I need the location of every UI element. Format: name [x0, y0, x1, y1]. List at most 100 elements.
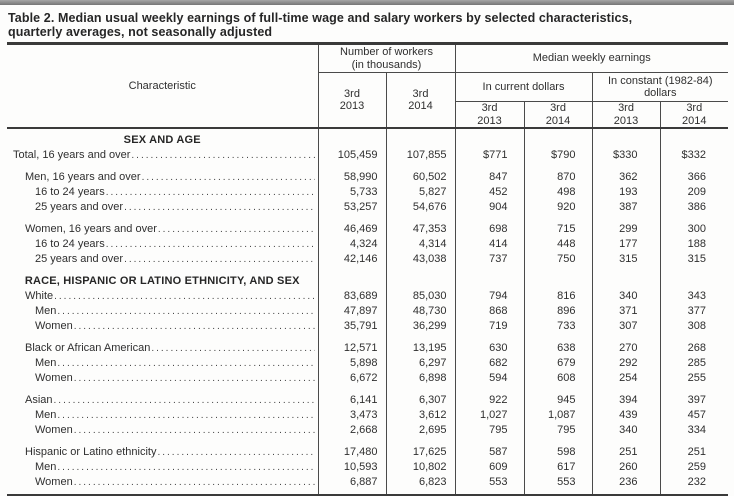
cell-constant-2013: 371 [592, 304, 661, 319]
cell-constant-2014: $332 [681, 149, 707, 161]
leader-dots: ........................................… [105, 187, 315, 198]
cell-constant-2014: 188 [687, 238, 707, 250]
leader-dots: ........................................… [157, 447, 315, 458]
cell-constant-2014: 366 [687, 171, 707, 183]
cell-workers-2014: 47,353 [386, 215, 456, 237]
row-label: Men.....................................… [7, 304, 319, 319]
cell-current-2014: 498 [524, 185, 593, 200]
leader-dots: ........................................… [105, 239, 315, 250]
cell-current-2014: 715 [524, 215, 593, 237]
cell-workers-2014: 36,299 [386, 319, 456, 334]
earnings-table: Characteristic Number of workers (in tho… [7, 42, 729, 496]
cell-constant-2013: 260 [592, 460, 661, 475]
table-row: Men, 16 years and over..................… [7, 163, 728, 185]
cell-current-2014 [524, 267, 593, 289]
leader-dots: ........................................… [124, 202, 314, 213]
cell-constant-2014: 232 [687, 476, 707, 488]
column-header-current-3rd-2014: 3rd 2014 [524, 101, 593, 129]
cell-current-2013: 868 [455, 304, 525, 319]
cell-constant-2014: 259 [687, 461, 707, 473]
leader-dots: ........................................… [157, 224, 315, 235]
table-title-line2: quarterly averages, not seasonally adjus… [8, 25, 273, 39]
cell-current-2013: 795 [455, 423, 525, 438]
cell-current-2013: 630 [455, 334, 525, 356]
cell-workers-2013: 42,146 [318, 252, 387, 267]
cell-current-2014: 896 [524, 304, 593, 319]
cell-current-2014: 638 [524, 334, 593, 356]
leader-dots: ........................................… [151, 343, 314, 354]
cell-current-2013: 904 [455, 200, 525, 215]
row-label: Hispanic or Latino ethnicity............… [7, 438, 319, 460]
cell-constant-2014: 397 [687, 394, 707, 406]
cell-constant-2013: 307 [592, 319, 661, 334]
row-label: Women...................................… [7, 475, 319, 495]
table-row: 16 to 24 years..........................… [7, 185, 728, 200]
leader-dots: ........................................… [73, 373, 315, 384]
cell-current-2014: 679 [524, 356, 593, 371]
cell-workers-2014: 54,676 [386, 200, 456, 215]
cell-constant-2013: 340 [592, 289, 661, 304]
cell-workers-2013: 17,480 [318, 438, 387, 460]
leader-dots: ........................................… [73, 477, 315, 488]
table-row: Men.....................................… [7, 408, 728, 423]
cell-current-2013: 922 [455, 386, 525, 408]
cell-current-2013: 587 [455, 438, 525, 460]
cell-current-2013: 609 [455, 460, 525, 475]
cell-current-2014: 870 [524, 163, 593, 185]
cell-constant-2013: 315 [592, 252, 661, 267]
cell-current-2014: $790 [524, 148, 593, 163]
cell-current-2013: 794 [455, 289, 525, 304]
cell-constant-2013: 439 [592, 408, 661, 423]
cell-current-2013: 847 [455, 163, 525, 185]
cell-constant-2013: 251 [592, 438, 661, 460]
cell-workers-2014 [386, 128, 456, 148]
cell-workers-2013: 12,571 [318, 334, 387, 356]
column-header-current-3rd-2013: 3rd 2013 [455, 101, 525, 129]
cell-workers-2013: 4,324 [318, 237, 387, 252]
table-row: Women...................................… [7, 371, 728, 386]
cell-constant-2013: 254 [592, 371, 661, 386]
row-label: Men.....................................… [7, 408, 319, 423]
cell-constant-2014: 255 [687, 372, 707, 384]
cell-workers-2014: 85,030 [386, 289, 456, 304]
cell-constant-2013: 387 [592, 200, 661, 215]
cell-workers-2013 [318, 267, 387, 289]
cell-workers-2014: 6,823 [386, 475, 456, 495]
cell-workers-2013 [318, 128, 387, 148]
section-header: SEX AND AGE [7, 128, 319, 148]
row-label: Women, 16 years and over................… [7, 215, 319, 237]
cell-constant-2014: 251 [687, 446, 707, 458]
cell-workers-2014: 3,612 [386, 408, 456, 423]
table-row: Men.....................................… [7, 356, 728, 371]
table-body: SEX AND AGE Total, 16 years and over.....… [7, 128, 728, 495]
cell-workers-2013: 2,668 [318, 423, 387, 438]
table-row: Women...................................… [7, 319, 728, 334]
cell-workers-2013: 10,593 [318, 460, 387, 475]
cell-current-2014: 920 [524, 200, 593, 215]
cell-current-2013: 1,027 [455, 408, 525, 423]
cell-current-2014: 553 [524, 475, 593, 495]
cell-current-2013: 698 [455, 215, 525, 237]
cell-current-2014: 816 [524, 289, 593, 304]
cell-workers-2013: 6,887 [318, 475, 387, 495]
cell-current-2014: 608 [524, 371, 593, 386]
cell-constant-2013 [592, 128, 661, 148]
section-row: SEX AND AGE [7, 128, 728, 148]
cell-constant-2014: 377 [687, 305, 707, 317]
row-label: Women...................................… [7, 423, 319, 438]
section-row: RACE, HISPANIC OR LATINO ETHNICITY, AND … [7, 267, 728, 289]
cell-constant-2013: 193 [592, 185, 661, 200]
cell-workers-2013: 105,459 [318, 148, 387, 163]
row-label: 25 years and over.......................… [7, 252, 319, 267]
cell-constant-2014: 386 [687, 201, 707, 213]
cell-current-2014: 945 [524, 386, 593, 408]
cell-current-2013: 594 [455, 371, 525, 386]
cell-current-2014: 598 [524, 438, 593, 460]
row-label: 25 years and over.......................… [7, 200, 319, 215]
cell-constant-2014: 315 [687, 253, 707, 265]
cell-constant-2013: 362 [592, 163, 661, 185]
cell-constant-2014: 209 [687, 186, 707, 198]
table-row: Asian...................................… [7, 386, 728, 408]
cell-constant-2013: $330 [592, 148, 661, 163]
table-row: Hispanic or Latino ethnicity............… [7, 438, 728, 460]
